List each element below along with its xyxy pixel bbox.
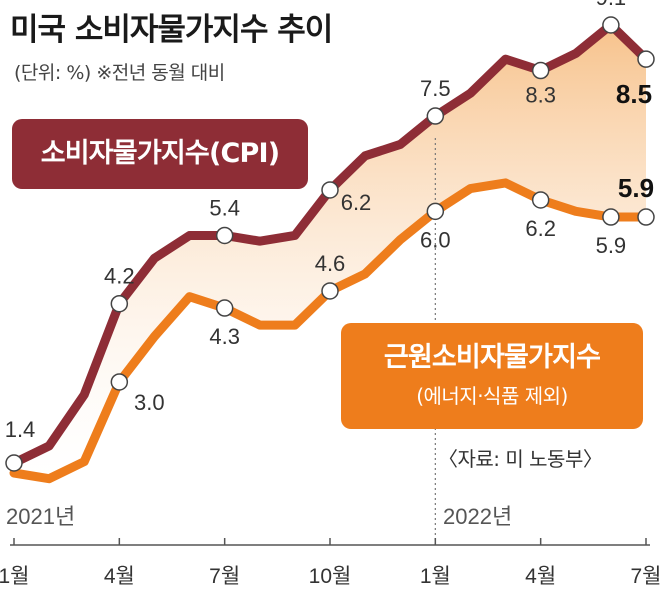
core-cpi-data-point (602, 208, 620, 226)
core-cpi-data-point (321, 282, 339, 300)
core-cpi-data-point (215, 299, 234, 317)
cpi-data-point (531, 61, 550, 80)
core-cpi-data-point (110, 373, 129, 391)
year-label-2022: 2022년 (443, 504, 512, 529)
core-cpi-data-label: 4.3 (209, 324, 240, 349)
cpi-data-point (637, 50, 655, 68)
gap-fill-area (14, 25, 646, 479)
x-tick-label: 4월 (104, 565, 135, 588)
cpi-data-label: 1.4 (5, 417, 36, 442)
core-cpi-legend-subtitle: (에너지·식품 제외) (416, 384, 568, 408)
cpi-data-point (602, 16, 620, 34)
core-cpi-legend-label: 근원소비자물가지수 (383, 342, 601, 373)
cpi-legend-label: 소비자물가지수(CPI) (40, 138, 280, 169)
x-tick-label: 1월 (0, 565, 30, 588)
cpi-data-label: 4.2 (104, 264, 135, 289)
cpi-data-point (215, 226, 234, 245)
cpi-data-point (110, 294, 129, 313)
x-tick-label: 4월 (525, 565, 556, 588)
cpi-data-label: 6.2 (341, 190, 372, 215)
cpi-data-label: 8.3 (525, 83, 556, 108)
chart-title: 미국 소비자물가지수 추이 (10, 12, 333, 48)
x-tick-label: 7월 (631, 565, 660, 588)
core-cpi-latest-value-label: 5.9 (618, 173, 654, 203)
x-tick-label: 10월 (309, 565, 352, 588)
x-tick-label: 1월 (420, 565, 451, 588)
core-cpi-data-label: 4.6 (315, 251, 346, 276)
cpi-legend-box: 소비자물가지수(CPI) (12, 119, 308, 189)
core-cpi-data-point (426, 202, 445, 221)
cpi-data-label: 9.1 (596, 0, 627, 10)
core-cpi-data-label: 6.0 (420, 227, 451, 252)
cpi-data-point (426, 107, 445, 125)
core-cpi-data-label: 6.2 (525, 216, 556, 241)
cpi-data-point (321, 181, 339, 199)
cpi-data-point (5, 454, 23, 472)
core-cpi-legend-box: 근원소비자물가지수 (에너지·식품 제외) (341, 323, 643, 429)
x-tick-label: 7월 (209, 565, 240, 588)
core-cpi-data-point (531, 191, 550, 209)
data-source: 〈자료: 미 노동부〉 (438, 447, 603, 471)
core-cpi-data-point (637, 208, 655, 226)
cpi-data-label: 7.5 (420, 76, 451, 101)
year-label-2021: 2021년 (6, 504, 75, 529)
core-cpi-data-label: 3.0 (134, 390, 165, 415)
cpi-data-label: 5.4 (209, 195, 240, 220)
chart-subtitle: (단위: %) ※전년 동월 대비 (14, 62, 225, 84)
cpi-latest-value-label: 8.5 (616, 79, 652, 109)
core-cpi-data-label: 5.9 (596, 233, 627, 258)
